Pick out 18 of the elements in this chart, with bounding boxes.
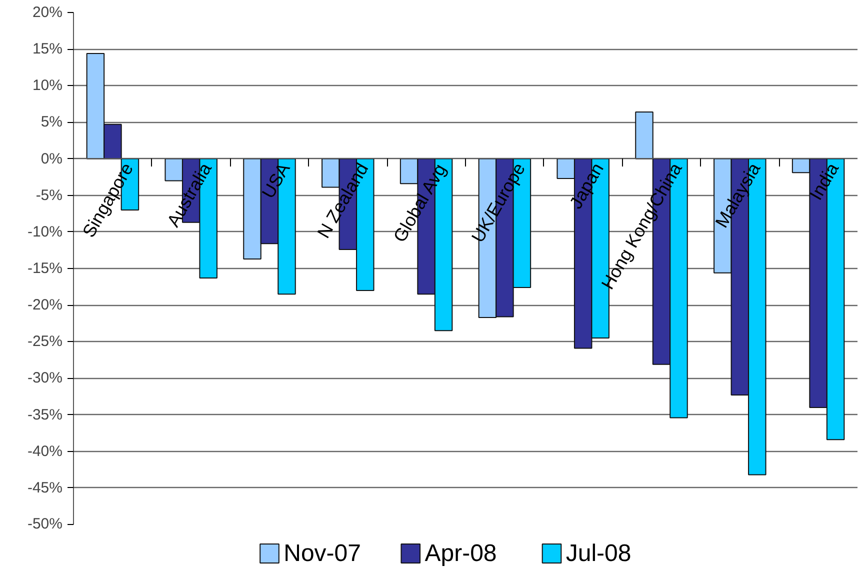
legend-label: Apr-08 — [424, 540, 497, 567]
y-tick-label: 20% — [32, 4, 63, 21]
y-tick-label: 15% — [32, 40, 63, 58]
y-tick-label: -50% — [27, 516, 63, 532]
y-tick-label: -25% — [27, 333, 63, 350]
y-tick-label: 0% — [40, 150, 63, 168]
y-tick-label: -5% — [36, 186, 63, 204]
y-tick-label: -40% — [27, 442, 63, 460]
y-tick-label: -10% — [27, 223, 63, 240]
legend-label: Nov-07 — [284, 540, 361, 567]
legend-label: Jul-08 — [566, 540, 632, 567]
y-tick-label: -45% — [27, 479, 63, 496]
y-tick-label: 10% — [32, 77, 63, 94]
y-tick-label: 5% — [40, 114, 63, 131]
y-tick-label: -35% — [27, 406, 63, 424]
y-tick-label: -20% — [27, 296, 63, 314]
y-tick-label: -15% — [27, 260, 63, 277]
y-tick-label: -30% — [27, 370, 63, 387]
